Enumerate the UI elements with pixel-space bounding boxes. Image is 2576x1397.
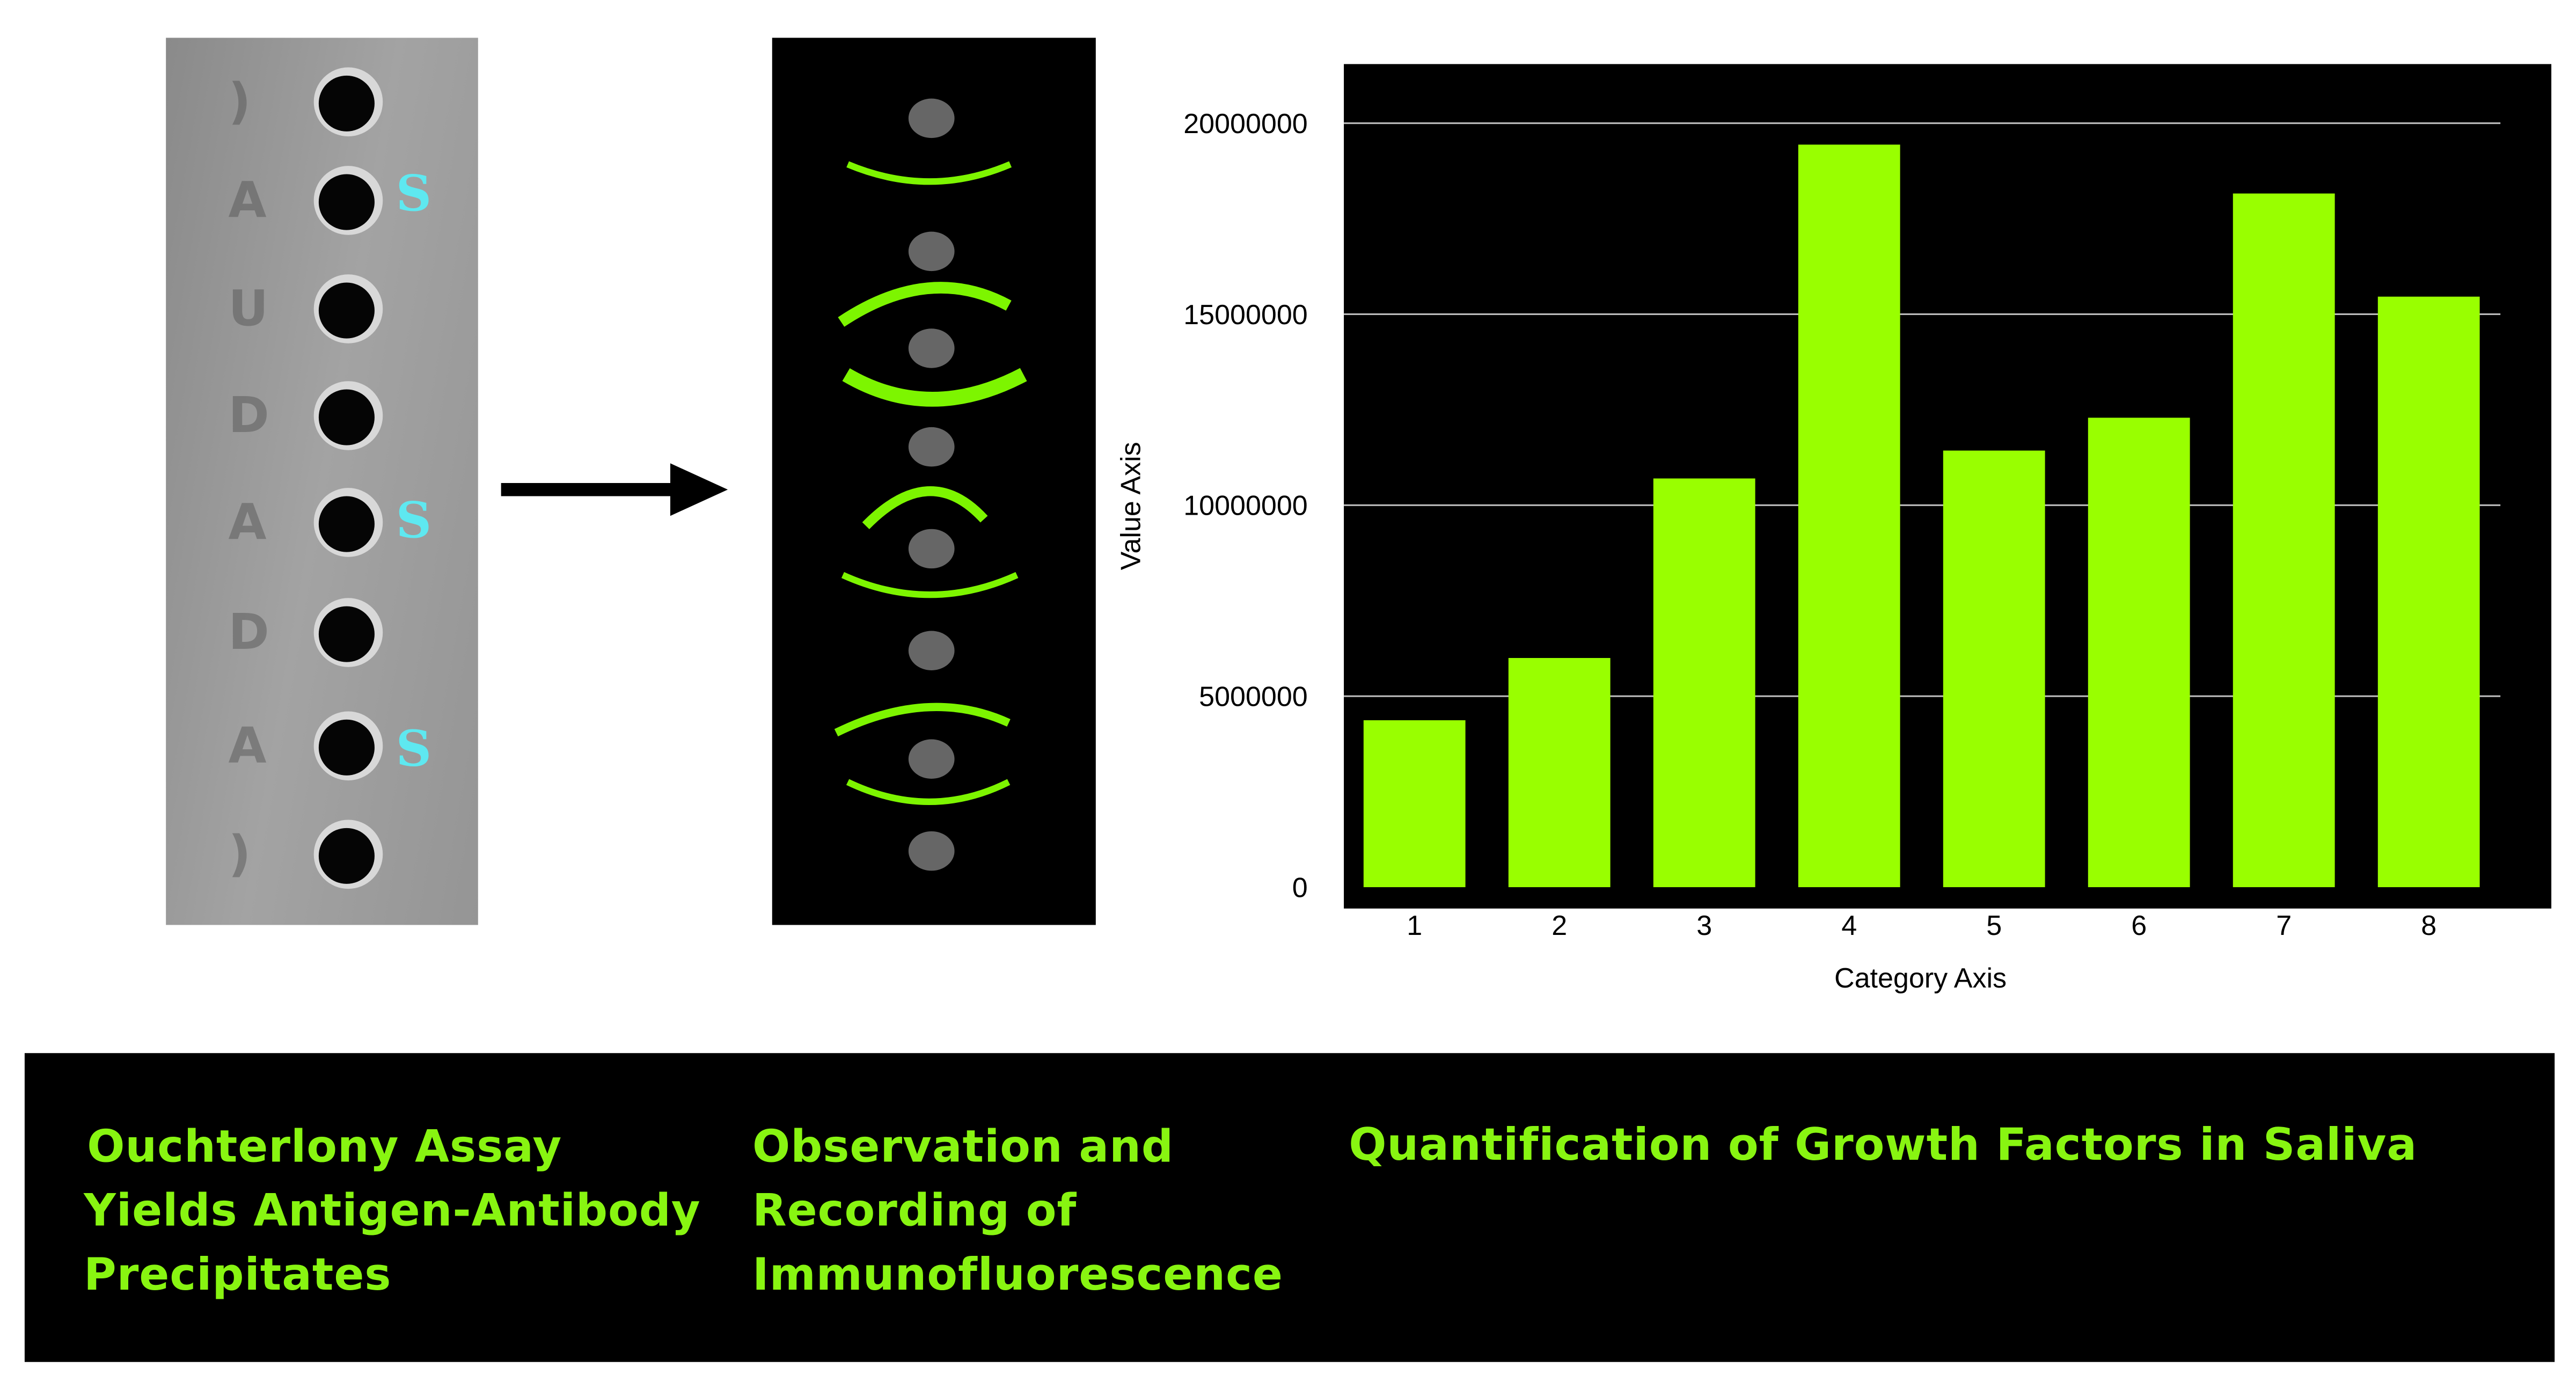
marker-glyph: U bbox=[229, 280, 269, 337]
bar-chart: 0 5000000 10000000 15000000 20000000 1 2 3 4 5 6 7 8… bbox=[1115, 64, 2552, 994]
antigen-well bbox=[908, 831, 955, 871]
caption-middle-1: Observation and bbox=[752, 1122, 1174, 1173]
well-hole bbox=[318, 828, 375, 884]
immunofluorescence-panel bbox=[772, 38, 1096, 925]
y-tick-label: 5000000 bbox=[1199, 682, 1308, 713]
y-tick-label: 10000000 bbox=[1183, 491, 1308, 522]
antigen-well bbox=[908, 328, 955, 368]
antigen-well bbox=[908, 739, 955, 779]
marker-glyph: ) bbox=[229, 825, 251, 882]
well-hole bbox=[318, 75, 375, 131]
bar-7 bbox=[2233, 193, 2335, 888]
caption-left-3: Precipitates bbox=[84, 1250, 392, 1301]
well-hole bbox=[318, 282, 375, 339]
y-tick-label: 0 bbox=[1292, 872, 1308, 903]
caption-left-1: Ouchterlony Assay bbox=[87, 1122, 562, 1173]
y-tick-label: 15000000 bbox=[1183, 299, 1308, 331]
well-hole bbox=[318, 496, 375, 552]
fluorescence-diagram bbox=[834, 98, 1027, 871]
marker-glyph: ) bbox=[229, 72, 251, 130]
bar-3 bbox=[1653, 478, 1755, 888]
well-hole bbox=[318, 389, 375, 445]
x-tick-label: 6 bbox=[2131, 910, 2147, 941]
marker-glyph: D bbox=[229, 386, 269, 444]
y-tick-label: 20000000 bbox=[1183, 108, 1308, 140]
x-axis-title: Category Axis bbox=[1834, 963, 2007, 994]
bar-5 bbox=[1943, 450, 2045, 888]
ouchterlony-plate-photo: ) A U D A D A) S S S bbox=[166, 38, 478, 925]
antigen-well bbox=[908, 98, 955, 138]
x-tick-label: 2 bbox=[1552, 910, 1567, 941]
precipitin-arc bbox=[834, 703, 1011, 737]
marker-glyph: A bbox=[229, 716, 267, 774]
x-tick-label: 4 bbox=[1841, 910, 1857, 941]
marker-glyph: D bbox=[229, 603, 269, 661]
bar-2 bbox=[1508, 658, 1611, 888]
well-hole bbox=[318, 719, 375, 776]
x-tick-label: 8 bbox=[2421, 910, 2436, 941]
bar-4 bbox=[1798, 144, 1900, 888]
antigen-well bbox=[908, 529, 955, 569]
caption-middle-2: Recording of bbox=[752, 1186, 1077, 1238]
well-hole bbox=[318, 606, 375, 662]
caption-right: Quantification of Growth Factors in Sali… bbox=[1349, 1120, 2418, 1172]
caption-middle-3: Immunofluorescence bbox=[752, 1250, 1283, 1301]
precipitin-arc bbox=[862, 486, 988, 529]
marker-glyph: A bbox=[229, 171, 267, 229]
x-tick-label: 7 bbox=[2276, 910, 2292, 941]
antigen-well bbox=[908, 427, 955, 467]
bar-6 bbox=[2088, 418, 2190, 888]
precipitin-arc bbox=[846, 779, 1011, 805]
well-hole bbox=[318, 174, 375, 230]
precipitin-arc bbox=[842, 368, 1027, 407]
sample-label-s: S bbox=[396, 491, 431, 549]
antigen-well bbox=[908, 631, 955, 670]
precipitin-arc bbox=[838, 282, 1012, 327]
bar-8 bbox=[2377, 296, 2480, 888]
sample-label-s: S bbox=[396, 720, 431, 778]
x-tick-label: 3 bbox=[1696, 910, 1712, 941]
precipitin-arc bbox=[846, 161, 1012, 185]
precipitin-arc bbox=[841, 572, 1019, 598]
arrow-right-icon bbox=[501, 463, 728, 516]
x-tick-label: 1 bbox=[1407, 910, 1422, 941]
y-axis-title: Value Axis bbox=[1115, 442, 1146, 570]
caption-panel: Ouchterlony Assay Yields Antigen-Antibod… bbox=[24, 1053, 2555, 1362]
sample-label-s: S bbox=[396, 164, 431, 222]
x-tick-label: 5 bbox=[1986, 910, 2002, 941]
caption-left-2: Yields Antigen-Antibody bbox=[84, 1186, 701, 1238]
antigen-well bbox=[908, 231, 955, 272]
marker-glyph: A bbox=[229, 493, 267, 551]
bar-1 bbox=[1363, 720, 1466, 888]
